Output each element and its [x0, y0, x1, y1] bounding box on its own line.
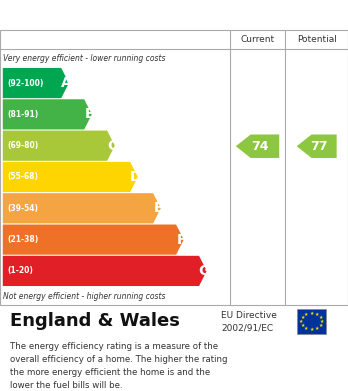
- Text: ★: ★: [315, 312, 319, 317]
- Text: ★: ★: [315, 326, 319, 331]
- Text: D: D: [130, 170, 141, 184]
- Text: 77: 77: [310, 140, 327, 153]
- Polygon shape: [3, 224, 184, 255]
- Polygon shape: [3, 131, 115, 161]
- Polygon shape: [3, 68, 69, 98]
- Text: England & Wales: England & Wales: [10, 312, 180, 330]
- Polygon shape: [3, 162, 138, 192]
- Text: ★: ★: [300, 315, 304, 320]
- Polygon shape: [297, 135, 337, 158]
- Text: (69-80): (69-80): [7, 141, 38, 150]
- Text: Not energy efficient - higher running costs: Not energy efficient - higher running co…: [3, 292, 166, 301]
- Text: Energy Efficiency Rating: Energy Efficiency Rating: [10, 7, 220, 23]
- Text: ★: ★: [304, 326, 308, 331]
- Text: ★: ★: [320, 319, 324, 324]
- Text: F: F: [177, 233, 186, 247]
- Text: (92-100): (92-100): [7, 79, 44, 88]
- Text: 74: 74: [251, 140, 268, 153]
- Text: B: B: [84, 108, 95, 121]
- Text: (1-20): (1-20): [7, 266, 33, 275]
- Text: (55-68): (55-68): [7, 172, 38, 181]
- Text: A: A: [61, 76, 72, 90]
- Text: Potential: Potential: [297, 35, 337, 44]
- Text: (39-54): (39-54): [7, 204, 38, 213]
- Text: (81-91): (81-91): [7, 110, 38, 119]
- Text: ★: ★: [300, 323, 304, 328]
- Text: Current: Current: [240, 35, 275, 44]
- Polygon shape: [3, 193, 161, 223]
- Text: (21-38): (21-38): [7, 235, 38, 244]
- Text: ★: ★: [309, 327, 314, 332]
- Text: G: G: [199, 264, 210, 278]
- Text: The energy efficiency rating is a measure of the
overall efficiency of a home. T: The energy efficiency rating is a measur…: [10, 342, 228, 390]
- Text: Very energy efficient - lower running costs: Very energy efficient - lower running co…: [3, 54, 166, 63]
- Text: E: E: [154, 201, 163, 215]
- Polygon shape: [236, 135, 279, 158]
- Text: C: C: [108, 139, 118, 152]
- Polygon shape: [3, 99, 92, 129]
- Text: EU Directive
2002/91/EC: EU Directive 2002/91/EC: [221, 311, 277, 332]
- Text: ★: ★: [309, 311, 314, 316]
- Text: ★: ★: [318, 323, 323, 328]
- FancyBboxPatch shape: [296, 308, 326, 334]
- Text: ★: ★: [299, 319, 303, 324]
- Polygon shape: [3, 256, 207, 286]
- Text: ★: ★: [304, 312, 308, 317]
- Text: ★: ★: [318, 315, 323, 320]
